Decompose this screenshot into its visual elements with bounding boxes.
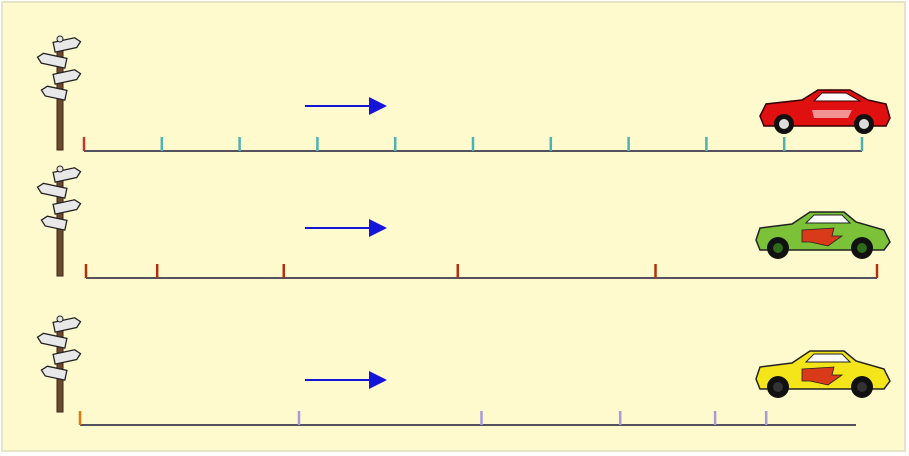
row-decelerating [36,315,891,426]
arrow-head [369,97,387,115]
car-hubcap [857,243,867,253]
car-hubcap [773,382,783,392]
car-hubcap [779,119,789,129]
car-hubcap [857,382,867,392]
car-decal [801,227,844,247]
signpost-sign-icon [52,349,82,365]
signpost-sign-icon [52,69,82,85]
signpost-sign-icon [36,182,68,199]
signpost-cap [56,165,64,173]
signpost-sign-icon [40,215,68,231]
arrow-head [369,219,387,237]
car-hubcap [773,243,783,253]
car-stripe [812,110,852,118]
row-constant-speed [36,35,891,152]
signpost-sign-icon [40,365,68,381]
car-window [804,214,852,224]
signpost-sign-icon [36,52,68,69]
car-decal [801,366,844,386]
signpost-sign-icon [52,199,82,215]
car-window [812,92,862,102]
signpost-cap [56,315,64,323]
arrow-head [369,371,387,389]
car-hubcap [859,119,869,129]
car-window [804,353,852,363]
row-accelerating [36,165,891,279]
signpost-sign-icon [36,332,68,349]
signpost-cap [56,35,64,43]
signpost-sign-icon [40,85,68,101]
